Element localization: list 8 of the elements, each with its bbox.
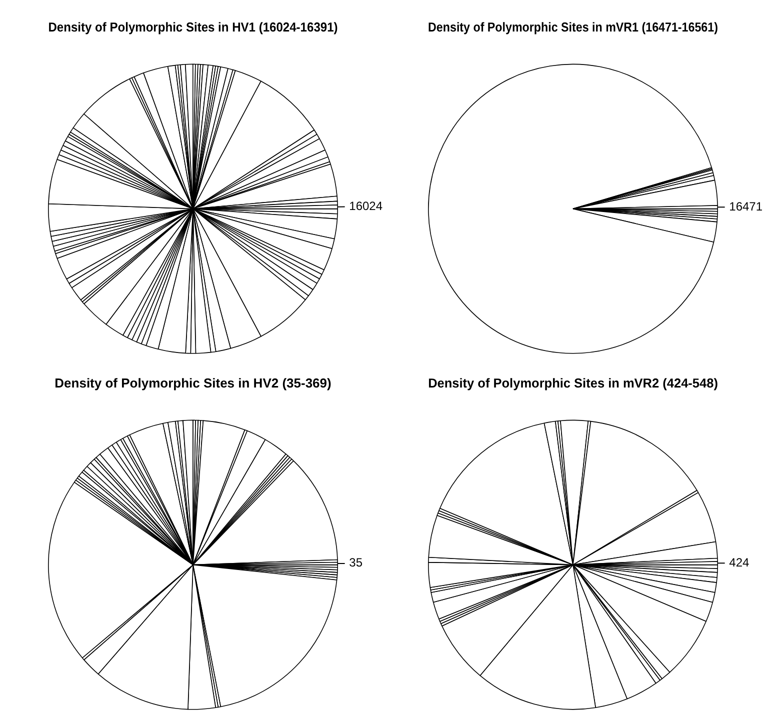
- slice-label: 16471: [729, 199, 763, 214]
- chart-title: Density of Polymorphic Sites in HV1 (16024-16391): [48, 20, 338, 34]
- chart-title: Density of Polymorphic Sites in HV2 (35-369): [54, 375, 332, 390]
- slice-label: 35: [349, 556, 363, 570]
- chart-title: Density of Polymorphic Sites in mVR1 (16471-16561): [428, 20, 718, 35]
- slice-label: 424: [729, 555, 750, 570]
- chart-title: Density of Polymorphic Sites in mVR2 (424-548): [428, 375, 718, 390]
- slice-label: 16024: [349, 199, 383, 214]
